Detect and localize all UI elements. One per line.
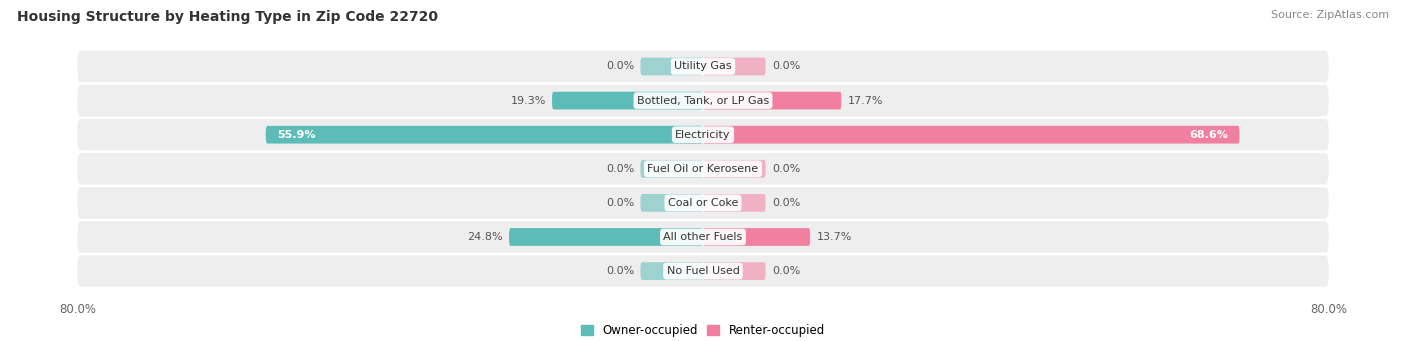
FancyBboxPatch shape [641, 58, 703, 75]
FancyBboxPatch shape [266, 126, 703, 144]
Text: 17.7%: 17.7% [848, 95, 883, 106]
FancyBboxPatch shape [703, 194, 765, 212]
Text: All other Fuels: All other Fuels [664, 232, 742, 242]
Text: Source: ZipAtlas.com: Source: ZipAtlas.com [1271, 10, 1389, 20]
Text: Fuel Oil or Kerosene: Fuel Oil or Kerosene [647, 164, 759, 174]
Text: 0.0%: 0.0% [606, 266, 634, 276]
FancyBboxPatch shape [703, 160, 765, 178]
Text: 0.0%: 0.0% [606, 61, 634, 72]
Text: 0.0%: 0.0% [772, 266, 800, 276]
FancyBboxPatch shape [509, 228, 703, 246]
FancyBboxPatch shape [641, 194, 703, 212]
FancyBboxPatch shape [77, 153, 1329, 184]
Legend: Owner-occupied, Renter-occupied: Owner-occupied, Renter-occupied [576, 320, 830, 341]
Text: Bottled, Tank, or LP Gas: Bottled, Tank, or LP Gas [637, 95, 769, 106]
Text: 0.0%: 0.0% [772, 198, 800, 208]
FancyBboxPatch shape [77, 51, 1329, 82]
FancyBboxPatch shape [77, 119, 1329, 150]
Text: 55.9%: 55.9% [277, 130, 316, 140]
Text: 19.3%: 19.3% [510, 95, 546, 106]
FancyBboxPatch shape [641, 262, 703, 280]
FancyBboxPatch shape [703, 92, 841, 109]
FancyBboxPatch shape [703, 228, 810, 246]
Text: 0.0%: 0.0% [606, 164, 634, 174]
FancyBboxPatch shape [703, 262, 765, 280]
FancyBboxPatch shape [641, 160, 703, 178]
FancyBboxPatch shape [77, 255, 1329, 287]
Text: 24.8%: 24.8% [467, 232, 503, 242]
Text: No Fuel Used: No Fuel Used [666, 266, 740, 276]
Text: 0.0%: 0.0% [606, 198, 634, 208]
Text: Utility Gas: Utility Gas [675, 61, 731, 72]
FancyBboxPatch shape [77, 221, 1329, 253]
FancyBboxPatch shape [703, 126, 1240, 144]
FancyBboxPatch shape [703, 58, 765, 75]
FancyBboxPatch shape [553, 92, 703, 109]
Text: Coal or Coke: Coal or Coke [668, 198, 738, 208]
FancyBboxPatch shape [77, 85, 1329, 116]
Text: 13.7%: 13.7% [817, 232, 852, 242]
Text: 68.6%: 68.6% [1189, 130, 1227, 140]
FancyBboxPatch shape [77, 187, 1329, 219]
Text: Housing Structure by Heating Type in Zip Code 22720: Housing Structure by Heating Type in Zip… [17, 10, 437, 24]
Text: Electricity: Electricity [675, 130, 731, 140]
Text: 0.0%: 0.0% [772, 61, 800, 72]
Text: 0.0%: 0.0% [772, 164, 800, 174]
